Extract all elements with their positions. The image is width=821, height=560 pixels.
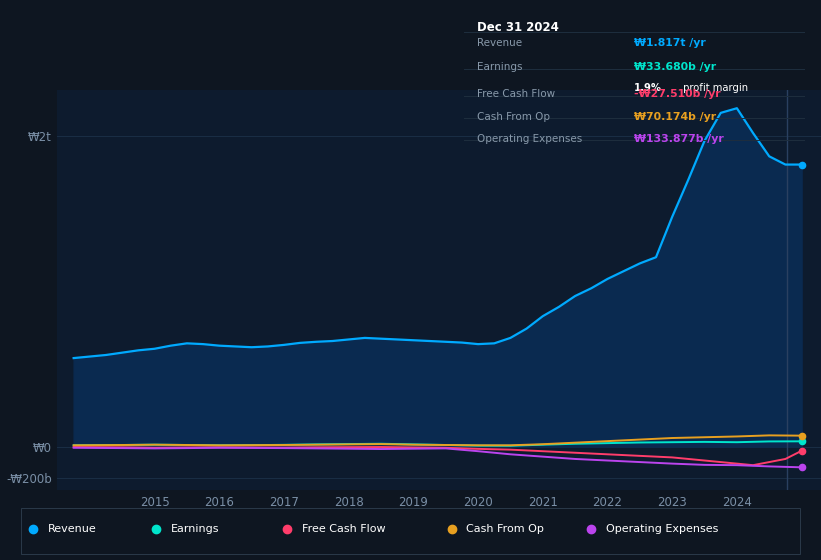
Text: Revenue: Revenue	[478, 38, 523, 48]
Text: 1.9%: 1.9%	[635, 83, 663, 93]
Text: ₩133.877b /yr: ₩133.877b /yr	[635, 134, 724, 144]
Text: ₩33.680b /yr: ₩33.680b /yr	[635, 62, 717, 72]
Text: Cash From Op: Cash From Op	[478, 112, 551, 122]
Text: Operating Expenses: Operating Expenses	[606, 524, 718, 534]
Text: Dec 31 2024: Dec 31 2024	[478, 21, 559, 34]
Text: Revenue: Revenue	[48, 524, 96, 534]
Text: Operating Expenses: Operating Expenses	[478, 134, 583, 144]
Text: Earnings: Earnings	[171, 524, 219, 534]
Text: Free Cash Flow: Free Cash Flow	[478, 90, 556, 100]
Text: Free Cash Flow: Free Cash Flow	[302, 524, 386, 534]
Text: ₩70.174b /yr: ₩70.174b /yr	[635, 112, 717, 122]
Text: Earnings: Earnings	[478, 62, 523, 72]
Text: ₩1.817t /yr: ₩1.817t /yr	[635, 38, 706, 48]
Text: profit margin: profit margin	[681, 83, 749, 93]
Text: -₩27.510b /yr: -₩27.510b /yr	[635, 90, 721, 100]
Text: Cash From Op: Cash From Op	[466, 524, 544, 534]
